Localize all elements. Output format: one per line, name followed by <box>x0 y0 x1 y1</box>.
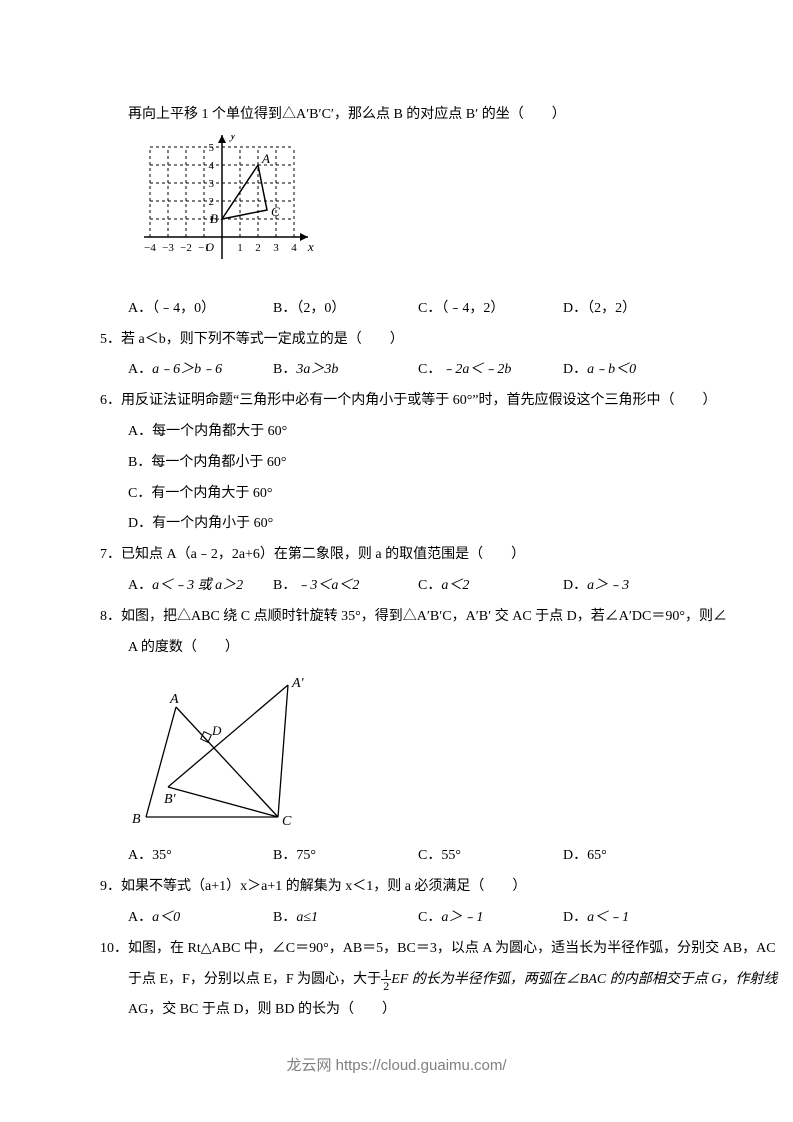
svg-text:4: 4 <box>209 160 215 172</box>
q5-choice-d: D．a﹣b＜0 <box>563 355 708 386</box>
q5-choices: A．a﹣6＞b﹣6 B．3a＞3b C．﹣2a＜﹣2b D．a﹣b＜0 <box>100 355 708 386</box>
q9-stem: 9．如果不等式（a+1）x＞a+1 的解集为 x＜1，则 a 必须满足（ ） <box>100 872 708 903</box>
q10-stem-1: 10．如图，在 Rt△ABC 中，∠C＝90°，AB＝5，BC＝3，以点 A 为… <box>100 934 708 965</box>
svg-text:4: 4 <box>291 242 297 254</box>
q7-choice-d-text: a＞﹣3 <box>587 578 629 593</box>
q9-choice-c: C．a＞﹣1 <box>418 903 563 934</box>
svg-text:−4: −4 <box>144 242 156 254</box>
q4-choice-c: C．（﹣4，2） <box>418 294 563 325</box>
frac-den: 2 <box>381 980 391 992</box>
q10-stem-3: AG，交 BC 于点 D，则 BD 的长为（ ） <box>100 995 708 1026</box>
q8-choice-d: D．65° <box>563 841 708 872</box>
q5-choice-c-text: ﹣2a＜﹣2b <box>441 362 511 377</box>
svg-text:A′: A′ <box>291 676 305 691</box>
q9-choice-a: A．a＜0 <box>128 903 273 934</box>
q10-stem-2b: EF 的长为半径作弧，两弧在∠BAC 的内部相交于点 G，作射线 <box>391 972 777 987</box>
q5-choice-c: C．﹣2a＜﹣2b <box>418 355 563 386</box>
svg-text:x: x <box>307 239 314 254</box>
q9-choice-b: B．a≤1 <box>273 903 418 934</box>
svg-text:5: 5 <box>209 142 215 154</box>
svg-text:B′: B′ <box>164 792 177 807</box>
svg-text:2: 2 <box>255 242 261 254</box>
q5-choice-d-text: a﹣b＜0 <box>587 362 636 377</box>
q6-choice-c: C．有一个内角大于 60° <box>100 479 708 510</box>
q6-choice-d: D．有一个内角小于 60° <box>100 509 708 540</box>
q8-figure: A A′ B B′ C D <box>128 667 708 837</box>
q5-choice-b: B．3a＞3b <box>273 355 418 386</box>
q9-choice-c-text: a＞﹣1 <box>441 910 483 925</box>
q5-choice-a-text: a﹣6＞b﹣6 <box>152 362 222 377</box>
q7-choice-d: D．a＞﹣3 <box>563 571 708 602</box>
svg-text:−3: −3 <box>162 242 174 254</box>
page-footer: 龙云网 https://cloud.guaimu.com/ <box>0 1049 793 1082</box>
q4-choice-b: B．（2，0） <box>273 294 418 325</box>
q4-choices: A．（﹣4，0） B．（2，0） C．（﹣4，2） D．（2，2） <box>100 294 708 325</box>
svg-text:−2: −2 <box>180 242 192 254</box>
svg-text:3: 3 <box>273 242 279 254</box>
q7-choices: A．a＜﹣3 或 a＞2 B．﹣3＜a＜2 C．a＜2 D．a＞﹣3 <box>100 571 708 602</box>
svg-text:O: O <box>205 240 214 254</box>
q8-choice-d-text: 65° <box>587 848 607 863</box>
q6-stem: 6．用反证法证明命题“三角形中必有一个内角小于或等于 60°”时，首先应假设这个… <box>100 386 708 417</box>
q7-choice-c-text: a＜2 <box>441 578 469 593</box>
q8-choice-b-text: 75° <box>296 848 316 863</box>
frac-num: 1 <box>381 967 391 980</box>
q8-stem-2: A 的度数（ ） <box>100 633 708 664</box>
svg-text:D: D <box>211 723 222 738</box>
q7-stem: 7．已知点 A（a﹣2，2a+6）在第二象限，则 a 的取值范围是（ ） <box>100 540 708 571</box>
q6-choice-b: B．每一个内角都小于 60° <box>100 448 708 479</box>
q4-choice-b-text: （2，0） <box>296 301 345 316</box>
q4-choice-d-text: （2，2） <box>587 301 636 316</box>
q5-choice-a: A．a﹣6＞b﹣6 <box>128 355 273 386</box>
q4-choice-c-text: （﹣4，2） <box>441 301 504 316</box>
svg-text:B: B <box>132 812 141 827</box>
svg-text:y: y <box>228 135 236 142</box>
q8-choice-b: B．75° <box>273 841 418 872</box>
q4-trailing: 再向上平移 1 个单位得到△A′B′C′，那么点 B 的对应点 B′ 的坐（ ） <box>100 100 708 131</box>
q8-choice-a-text: 35° <box>152 848 172 863</box>
svg-text:3: 3 <box>209 178 215 190</box>
q6-choice-a: A．每一个内角都大于 60° <box>100 417 708 448</box>
svg-text:C: C <box>282 814 292 829</box>
q4-choice-a-text: （﹣4，0） <box>152 301 215 316</box>
svg-text:2: 2 <box>209 196 215 208</box>
q5-stem: 5．若 a＜b，则下列不等式一定成立的是（ ） <box>100 325 708 356</box>
q7-choice-a: A．a＜﹣3 或 a＞2 <box>128 571 273 602</box>
q9-choice-a-text: a＜0 <box>152 910 180 925</box>
q4-choice-d: D．（2，2） <box>563 294 708 325</box>
q9-choice-b-text: a≤1 <box>296 910 318 925</box>
svg-text:B: B <box>210 211 218 226</box>
svg-text:1: 1 <box>237 242 243 254</box>
q9-choice-d: D．a＜﹣1 <box>563 903 708 934</box>
q8-choice-c: C．55° <box>418 841 563 872</box>
q7-choice-a-text: a＜﹣3 或 a＞2 <box>152 578 243 593</box>
q7-choice-b: B．﹣3＜a＜2 <box>273 571 418 602</box>
q5-choice-b-text: 3a＞3b <box>296 362 338 377</box>
svg-text:A: A <box>261 151 270 166</box>
q8-stem-1: 8．如图，把△ABC 绕 C 点顺时针旋转 35°，得到△A′B′C，A′B′ … <box>100 602 708 633</box>
q7-choice-b-text: ﹣3＜a＜2 <box>296 578 359 593</box>
q9-choices: A．a＜0 B．a≤1 C．a＞﹣1 D．a＜﹣1 <box>100 903 708 934</box>
q4-choice-a: A．（﹣4，0） <box>128 294 273 325</box>
q10-stem-2a: 于点 E，F，分别以点 E，F 为圆心，大于 <box>128 972 381 987</box>
fraction-half: 12 <box>381 967 391 992</box>
q8-choices: A．35° B．75° C．55° D．65° <box>100 841 708 872</box>
svg-text:A: A <box>169 692 179 707</box>
q8-choice-a: A．35° <box>128 841 273 872</box>
q9-choice-d-text: a＜﹣1 <box>587 910 629 925</box>
q8-choice-c-text: 55° <box>441 848 461 863</box>
svg-text:C: C <box>271 204 280 219</box>
q10-stem-2: 于点 E，F，分别以点 E，F 为圆心，大于12EF 的长为半径作弧，两弧在∠B… <box>100 965 708 996</box>
q7-choice-c: C．a＜2 <box>418 571 563 602</box>
q4-figure: −4−3−2−1123412345OyxABC <box>128 135 708 290</box>
